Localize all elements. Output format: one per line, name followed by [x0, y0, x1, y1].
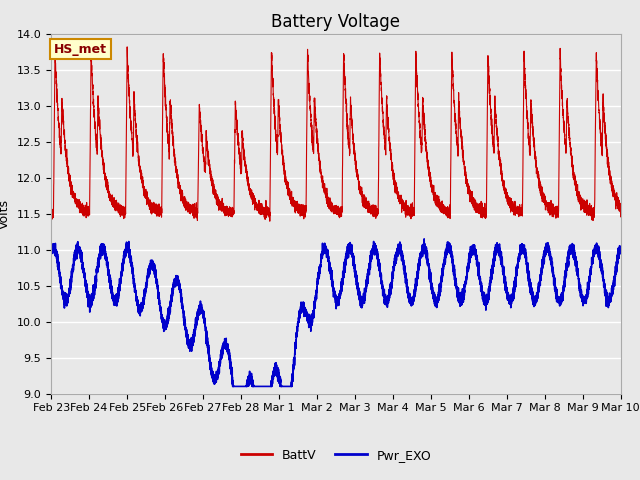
BattV [195, 127, 203, 133]
Pwr_EXO [229, 384, 237, 389]
Pwr_EXO [303, 315, 310, 321]
BattV [222, 206, 230, 212]
Pwr_EXO [617, 248, 625, 254]
Legend: BattV, Pwr_EXO: BattV, Pwr_EXO [236, 444, 436, 467]
Pwr_EXO [67, 277, 75, 283]
Text: HS_met: HS_met [54, 43, 107, 56]
BattV [617, 206, 625, 212]
Line: BattV: BattV [51, 47, 621, 221]
BattV [476, 211, 483, 216]
Pwr_EXO [476, 274, 483, 279]
BattV [67, 184, 75, 190]
Line: Pwr_EXO: Pwr_EXO [51, 239, 621, 386]
Pwr_EXO [47, 248, 55, 254]
Pwr_EXO [420, 236, 428, 242]
Pwr_EXO [544, 245, 552, 251]
Title: Battery Voltage: Battery Voltage [271, 12, 401, 31]
BattV [266, 218, 274, 224]
Pwr_EXO [222, 339, 230, 345]
Pwr_EXO [195, 308, 203, 313]
BattV [303, 119, 311, 124]
BattV [47, 209, 55, 215]
Y-axis label: Volts: Volts [0, 199, 11, 228]
BattV [124, 44, 131, 50]
BattV [544, 206, 552, 212]
